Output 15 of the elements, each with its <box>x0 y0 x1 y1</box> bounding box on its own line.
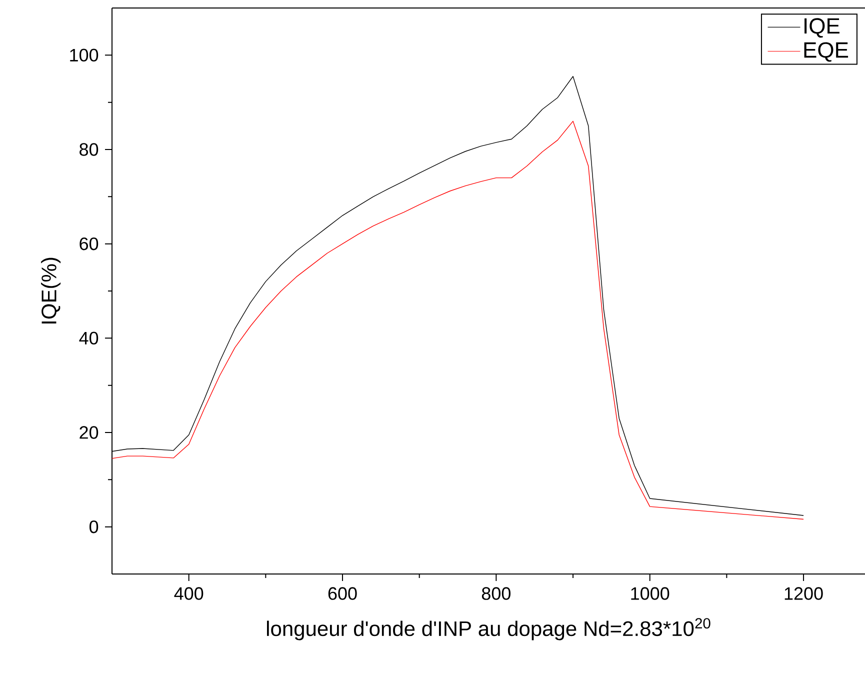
y-tick-label: 40 <box>79 332 98 345</box>
y-tick-label: 0 <box>90 520 98 534</box>
x-tick-label: 1000 <box>631 587 670 600</box>
legend-label: EQE <box>804 42 848 62</box>
legend-label: IQE <box>804 18 840 38</box>
y-tick-label: 60 <box>80 237 98 250</box>
x-tick-label: 400 <box>174 587 204 600</box>
x-tick-label: 1200 <box>784 587 823 600</box>
y-tick-label: 20 <box>80 426 98 439</box>
y-tick-label: 80 <box>80 143 98 156</box>
x-tick-label: 600 <box>328 587 357 600</box>
x-axis-title: longueur d'onde d'INP au dopage Nd=2.83*10$^{20}$ <box>267 618 710 640</box>
x-tick-label: 800 <box>482 587 510 600</box>
y-axis-title: IQE(%) <box>41 258 61 324</box>
y-tick-label: 100 <box>70 48 98 62</box>
